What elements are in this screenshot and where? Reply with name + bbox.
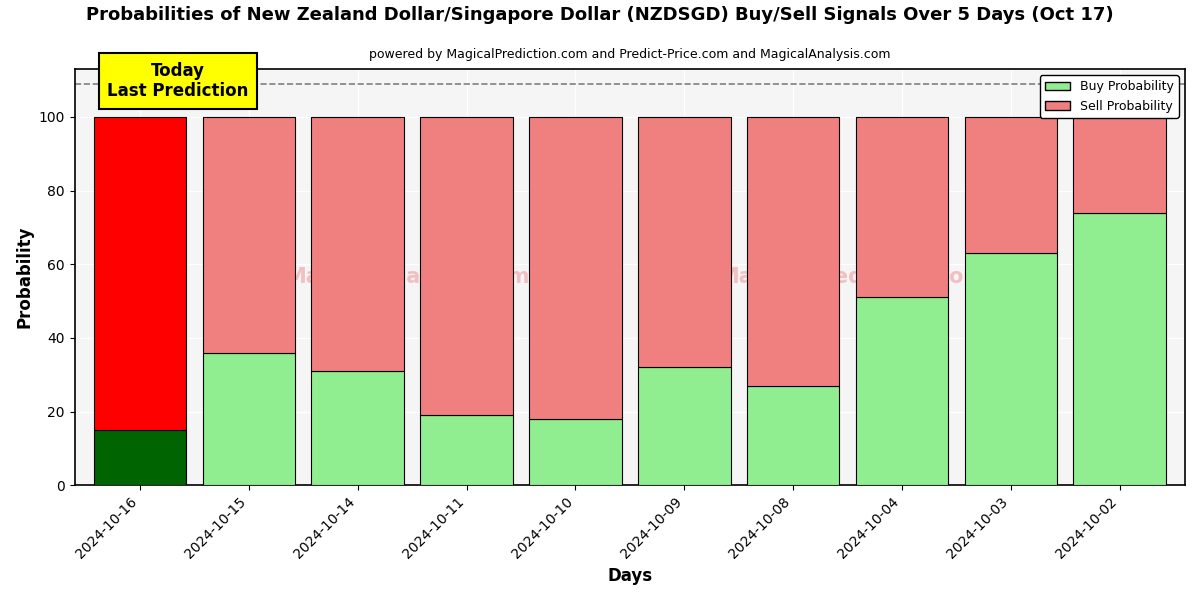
- Bar: [529, 117, 622, 419]
- Bar: [1074, 117, 1166, 213]
- Text: Probabilities of New Zealand Dollar/Singapore Dollar (NZDSGD) Buy/Sell Signals O: Probabilities of New Zealand Dollar/Sing…: [86, 6, 1114, 24]
- Bar: [1074, 213, 1166, 485]
- Bar: [638, 367, 731, 485]
- Bar: [94, 117, 186, 430]
- Text: Today
Last Prediction: Today Last Prediction: [107, 62, 248, 100]
- Title: powered by MagicalPrediction.com and Predict-Price.com and MagicalAnalysis.com: powered by MagicalPrediction.com and Pre…: [370, 48, 890, 61]
- Bar: [420, 117, 512, 415]
- Bar: [529, 419, 622, 485]
- X-axis label: Days: Days: [607, 567, 653, 585]
- Bar: [746, 117, 839, 386]
- Bar: [965, 117, 1057, 253]
- Bar: [203, 117, 295, 353]
- Bar: [638, 117, 731, 367]
- Bar: [746, 386, 839, 485]
- Bar: [312, 371, 404, 485]
- Bar: [965, 253, 1057, 485]
- Bar: [94, 430, 186, 485]
- Bar: [312, 117, 404, 371]
- Text: MagicalAnalysis.com: MagicalAnalysis.com: [286, 267, 530, 287]
- Legend: Buy Probability, Sell Probability: Buy Probability, Sell Probability: [1040, 76, 1178, 118]
- Text: MagicalPrediction.com: MagicalPrediction.com: [719, 267, 985, 287]
- Bar: [856, 298, 948, 485]
- Bar: [203, 353, 295, 485]
- Y-axis label: Probability: Probability: [16, 226, 34, 328]
- Bar: [420, 415, 512, 485]
- Bar: [856, 117, 948, 298]
